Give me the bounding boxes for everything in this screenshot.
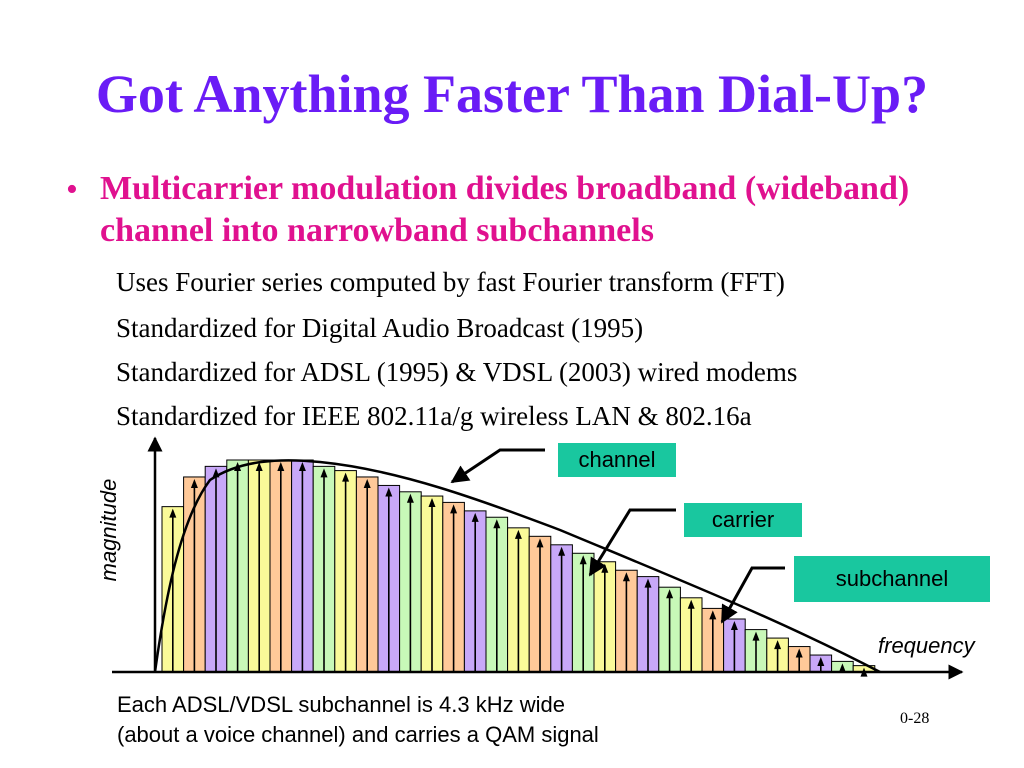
carrier-arrowhead (255, 462, 263, 471)
caption-line-1: Each ADSL/VDSL subchannel is 4.3 kHz wid… (117, 692, 565, 717)
carrier-arrowhead (579, 555, 587, 565)
carrier-arrowhead (774, 640, 782, 650)
slide-title: Got Anything Faster Than Dial-Up? (95, 64, 929, 124)
carrier-arrowhead (320, 468, 328, 478)
carrier-pointer-arrow (588, 508, 676, 577)
x-axis-label: frequency (878, 633, 975, 658)
carrier-label: carrier (684, 503, 802, 537)
carrier-arrowhead (190, 478, 198, 488)
carrier-arrowhead (471, 512, 479, 522)
y-axis-label: magnitude (96, 478, 121, 582)
subpoint-dab: Standardized for Digital Audio Broadcast… (116, 313, 644, 343)
caption-line-2: (about a voice channel) and carries a QA… (117, 722, 599, 747)
subchannel-label: subchannel (794, 556, 990, 602)
carrier-arrowhead (298, 462, 306, 471)
carrier-arrowhead (385, 487, 393, 497)
subchannel-pointer-arrow (720, 566, 785, 624)
channel-pointer-arrow (450, 448, 545, 484)
bullet-marker: • (66, 171, 78, 208)
carrier-arrowhead (644, 578, 652, 588)
carrier-arrowhead (450, 504, 458, 514)
carrier-arrowhead (342, 472, 350, 482)
channel-label: channel (558, 443, 676, 477)
carrier-arrowhead (169, 508, 177, 518)
carrier-arrowhead (687, 599, 695, 609)
carrier-arrowhead (795, 648, 803, 658)
channel-envelope (153, 459, 881, 674)
main-bullet: Multicarrier modulation divides broadban… (100, 170, 910, 249)
carrier-arrowhead (666, 589, 674, 599)
caption: Each ADSL/VDSL subchannel is 4.3 kHz wid… (117, 690, 817, 750)
carrier-arrowhead (277, 462, 285, 471)
page-number: 0-28 (900, 710, 930, 727)
carrier-arrowhead (817, 657, 825, 667)
subpoint-adsl-vdsl: Standardized for ADSL (1995) & VDSL (200… (116, 357, 798, 387)
subpoint-fft: Uses Fourier series computed by fast Fou… (116, 267, 785, 297)
carrier-arrowhead (709, 610, 717, 620)
carrier-arrowhead (493, 519, 501, 529)
carrier-arrowhead (838, 663, 846, 673)
carrier-arrowhead (558, 546, 566, 556)
carrier-arrowhead (536, 538, 544, 548)
carrier-arrowhead (514, 529, 522, 539)
carrier-arrowhead (730, 621, 738, 630)
carrier-arrowhead (622, 572, 630, 582)
carrier-arrowhead (428, 498, 436, 508)
carrier-arrowhead (406, 493, 414, 503)
subpoint-wlan: Standardized for IEEE 802.11a/g wireless… (116, 401, 752, 431)
carrier-arrowhead (363, 478, 371, 488)
carrier-arrowhead (752, 631, 760, 641)
